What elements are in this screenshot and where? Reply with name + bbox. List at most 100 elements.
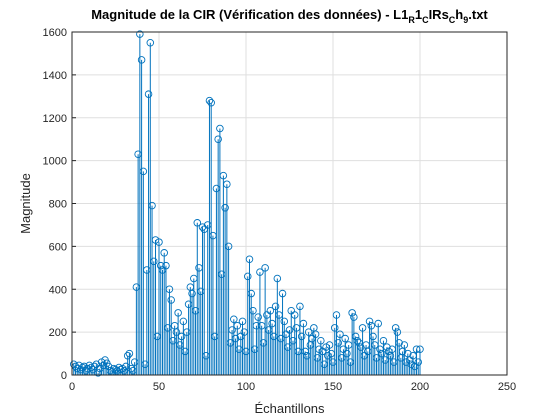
stem-marker	[162, 261, 170, 270]
stem-marker	[351, 332, 360, 341]
stem-marker	[205, 96, 214, 105]
stem-marker	[350, 313, 358, 321]
stem-marker	[280, 317, 289, 326]
stem-marker	[90, 362, 99, 371]
y-tick-label: 1200	[43, 113, 67, 125]
stem-marker	[261, 264, 269, 272]
stem-marker	[278, 289, 287, 298]
stem-marker	[299, 319, 308, 328]
stem-marker	[219, 171, 228, 180]
y-tick-label: 800	[49, 199, 67, 211]
title-segment: .txt	[468, 7, 488, 22]
x-tick-label: 0	[69, 381, 75, 393]
stem-marker	[146, 38, 155, 47]
stem-marker	[231, 334, 240, 343]
stem-marker	[233, 321, 242, 330]
stem-marker	[332, 311, 341, 319]
stem-marker	[400, 341, 409, 349]
stem-marker	[136, 30, 144, 38]
stem-marker	[311, 330, 320, 339]
axes-box	[71, 31, 508, 376]
title-segment: Magnitude de la CIR (Vérification des do…	[91, 7, 408, 22]
stem-marker	[223, 180, 231, 188]
stem-marker	[256, 268, 264, 276]
title-segment: 1	[415, 7, 422, 22]
title-segment: IRs	[429, 7, 449, 22]
stem-marker	[144, 90, 153, 98]
stem-marker	[221, 204, 229, 212]
stem-marker	[247, 289, 255, 298]
stem-marker	[357, 343, 365, 351]
stem-marker	[172, 328, 181, 336]
y-tick-label: 200	[49, 327, 67, 339]
stem-marker	[416, 345, 424, 354]
stem-marker	[254, 313, 262, 321]
title-segment: R	[408, 15, 415, 25]
stem-marker	[374, 319, 382, 328]
stem-marker	[383, 343, 391, 351]
x-axis-label: Échantillons	[254, 401, 325, 416]
stem-marker	[188, 289, 196, 298]
x-tick-label: 200	[411, 381, 429, 393]
stem-marker	[207, 98, 215, 107]
stem-marker	[228, 326, 236, 334]
stem-marker	[395, 339, 403, 347]
stem-marker	[285, 326, 294, 334]
stem-marker	[334, 339, 342, 347]
stem-marker	[290, 311, 299, 319]
stem-marker	[216, 124, 224, 133]
stem-marker	[336, 330, 344, 339]
stem-marker	[365, 317, 374, 326]
stem-marker	[123, 351, 132, 360]
y-tick-label: 1600	[43, 27, 67, 39]
stem-marker	[341, 334, 349, 343]
stem-marker	[358, 324, 367, 332]
stem-marker	[104, 362, 113, 371]
title-segment: 9	[463, 15, 468, 25]
y-tick-label: 0	[61, 370, 67, 382]
stem-marker	[296, 302, 304, 311]
stem-marker	[150, 257, 158, 266]
stem-marker	[343, 349, 351, 358]
stem-marker	[238, 317, 247, 326]
stem-marker	[139, 167, 148, 176]
stem-marker	[330, 324, 339, 332]
stem-marker	[165, 285, 174, 294]
stem-marker	[273, 274, 282, 283]
stem-marker	[325, 341, 334, 349]
y-tick-label: 600	[49, 241, 67, 253]
stem-marker	[379, 336, 388, 345]
stem-marker	[249, 306, 257, 315]
y-axis-label: Magnitude	[18, 173, 33, 234]
y-tick-label: 1000	[43, 156, 67, 168]
x-tick-label: 100	[237, 381, 255, 393]
stem-marker	[266, 306, 275, 315]
stem-marker	[224, 242, 233, 251]
stem-marker	[243, 272, 252, 281]
title-segment: h	[455, 7, 463, 22]
title-segment: C	[449, 15, 456, 25]
x-tick-label: 250	[498, 381, 516, 393]
y-tick-label: 1400	[43, 70, 67, 82]
stem-marker	[177, 332, 186, 341]
stem-marker	[391, 324, 400, 332]
stem-marker	[230, 315, 238, 324]
stem-marker	[174, 309, 182, 317]
stem-marker	[271, 302, 280, 311]
stem-marker	[348, 309, 356, 317]
stem-marker	[148, 201, 156, 210]
stem-marker	[179, 317, 188, 326]
stem-marker	[167, 296, 175, 304]
x-tick-label: 150	[324, 381, 342, 393]
stem-marker	[245, 255, 254, 263]
stem-marker	[377, 349, 386, 358]
stem-marker	[155, 238, 163, 246]
stem-marker	[125, 349, 134, 358]
stems	[69, 30, 424, 377]
stem-marker	[414, 358, 423, 366]
stem-marker	[369, 332, 377, 341]
y-tick-label: 400	[49, 284, 67, 296]
stem-marker	[317, 336, 325, 345]
stem-marker	[198, 223, 207, 231]
